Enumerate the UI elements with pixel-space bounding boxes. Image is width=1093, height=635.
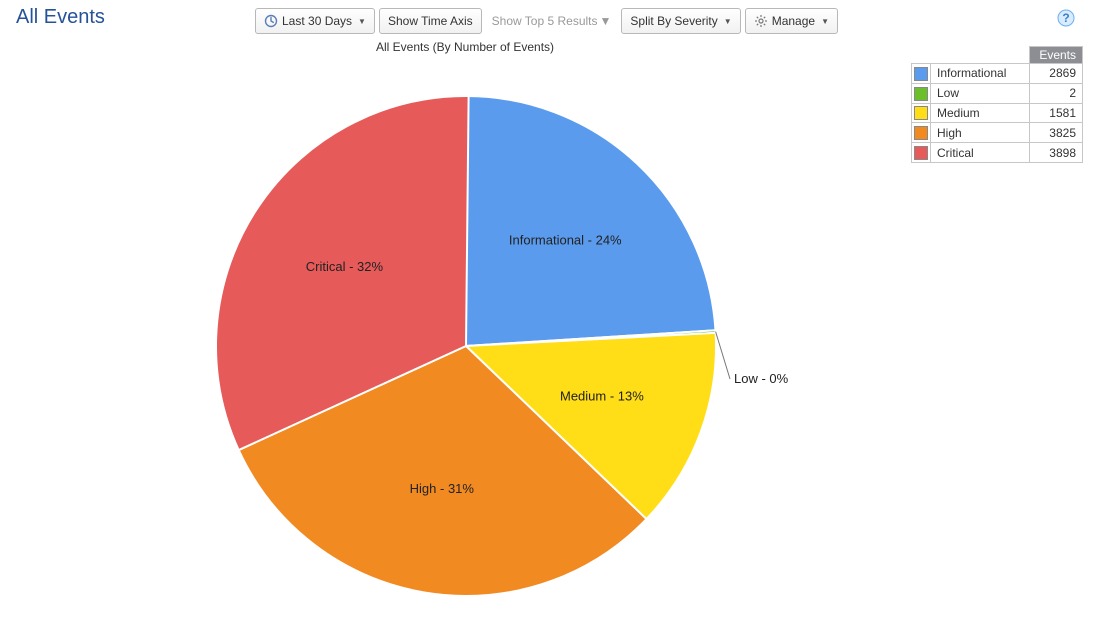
legend-value: 1581: [1030, 103, 1083, 123]
chevron-down-icon: ▼: [358, 17, 366, 26]
legend-row[interactable]: Medium1581: [912, 103, 1083, 123]
legend-swatch: [912, 64, 931, 84]
legend-row[interactable]: High3825: [912, 123, 1083, 143]
legend-label: Informational: [931, 64, 1030, 84]
clock-icon: [264, 14, 278, 28]
legend-row[interactable]: Critical3898: [912, 143, 1083, 163]
pie-slice-label-high: High - 31%: [410, 481, 475, 496]
manage-label: Manage: [772, 14, 815, 28]
legend-row[interactable]: Low2: [912, 83, 1083, 103]
time-range-button[interactable]: Last 30 Days ▼: [255, 8, 375, 34]
legend-header: Events: [1030, 47, 1083, 64]
chevron-down-icon: ▼: [724, 17, 732, 26]
chart-title: All Events (By Number of Events): [0, 40, 930, 54]
pie-slice-label-informational: Informational - 24%: [509, 232, 622, 247]
split-by-label: Split By Severity: [630, 14, 717, 28]
pie-chart: Informational - 24% Medium - 13% High - 31…: [0, 56, 930, 635]
split-by-button[interactable]: Split By Severity ▼: [621, 8, 740, 34]
pie-slice-label-low: Low - 0%: [734, 371, 789, 386]
legend-swatch: [912, 123, 931, 143]
legend-label: Low: [931, 83, 1030, 103]
show-time-axis-label: Show Time Axis: [388, 14, 473, 28]
chevron-down-icon: ▼: [600, 14, 612, 28]
svg-text:?: ?: [1062, 11, 1069, 25]
legend-value: 2869: [1030, 64, 1083, 84]
legend-label: High: [931, 123, 1030, 143]
pie-slice-label-critical: Critical - 32%: [306, 259, 384, 274]
toolbar: Last 30 Days ▼ Show Time Axis Show Top 5…: [0, 8, 1093, 34]
show-top-results-button[interactable]: Show Top 5 Results ▼: [486, 9, 618, 33]
legend-swatch: [912, 83, 931, 103]
legend-swatch: [912, 143, 931, 163]
time-range-label: Last 30 Days: [282, 14, 352, 28]
show-time-axis-button[interactable]: Show Time Axis: [379, 8, 482, 34]
legend-value: 3898: [1030, 143, 1083, 163]
manage-button[interactable]: Manage ▼: [745, 8, 838, 34]
pie-slice-label-medium: Medium - 13%: [560, 389, 644, 404]
pie-leader-line: [716, 332, 730, 379]
legend-table: Events Informational2869Low2Medium1581Hi…: [911, 46, 1083, 163]
legend-swatch: [912, 103, 931, 123]
legend-row[interactable]: Informational2869: [912, 64, 1083, 84]
legend-value: 3825: [1030, 123, 1083, 143]
legend-value: 2: [1030, 83, 1083, 103]
legend-label: Critical: [931, 143, 1030, 163]
show-top-results-label: Show Top 5 Results: [492, 14, 598, 28]
pie-slice-informational[interactable]: [466, 96, 716, 346]
gear-icon: [754, 14, 768, 28]
chevron-down-icon: ▼: [821, 17, 829, 26]
legend-label: Medium: [931, 103, 1030, 123]
help-icon[interactable]: ?: [1057, 9, 1075, 27]
